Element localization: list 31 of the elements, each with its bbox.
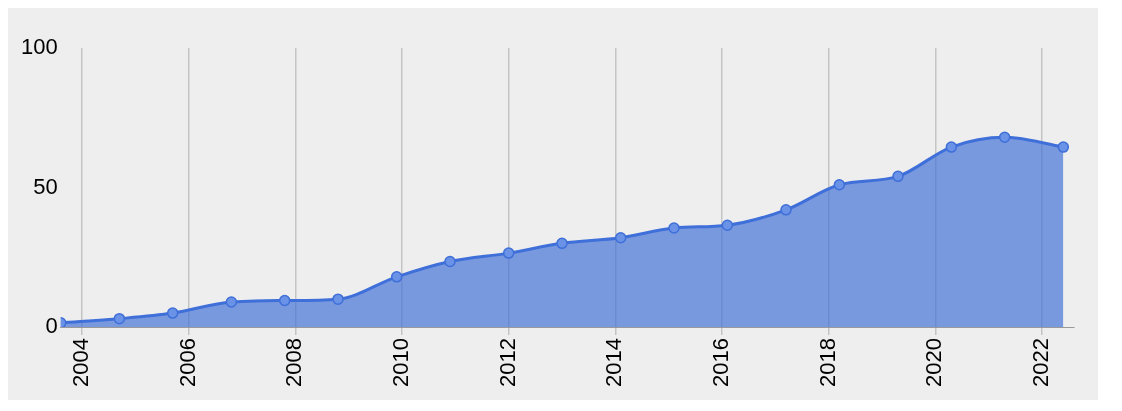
point xyxy=(556,237,568,250)
point xyxy=(945,141,958,153)
point xyxy=(833,178,846,191)
x-tick-label: 2008 xyxy=(281,338,307,388)
point xyxy=(614,232,627,244)
y-tick-label: 50 xyxy=(33,173,58,199)
point xyxy=(444,255,456,268)
point xyxy=(332,293,344,305)
x-tick-label: 2014 xyxy=(601,338,627,388)
point xyxy=(1057,141,1070,153)
x-tick-label: 2016 xyxy=(708,338,734,388)
point xyxy=(998,131,1011,144)
x-tick-label: 2010 xyxy=(388,338,414,388)
point xyxy=(113,312,126,325)
y-tick-label: 100 xyxy=(20,34,58,60)
y-tick-label: 0 xyxy=(45,313,58,339)
point xyxy=(278,294,291,307)
point xyxy=(390,271,403,283)
x-tick-label: 2012 xyxy=(494,338,520,388)
x-tick-label: 2022 xyxy=(1028,338,1054,388)
point xyxy=(502,247,515,259)
point xyxy=(225,296,238,308)
point xyxy=(780,204,792,216)
x-tick-label: 2020 xyxy=(921,338,947,388)
x-tick-label: 2004 xyxy=(68,338,94,388)
point xyxy=(668,222,680,234)
point xyxy=(892,170,904,183)
x-tick-label: 2006 xyxy=(174,338,200,388)
x-tick-label: 2018 xyxy=(814,338,840,388)
point xyxy=(721,219,734,231)
point xyxy=(166,307,179,319)
